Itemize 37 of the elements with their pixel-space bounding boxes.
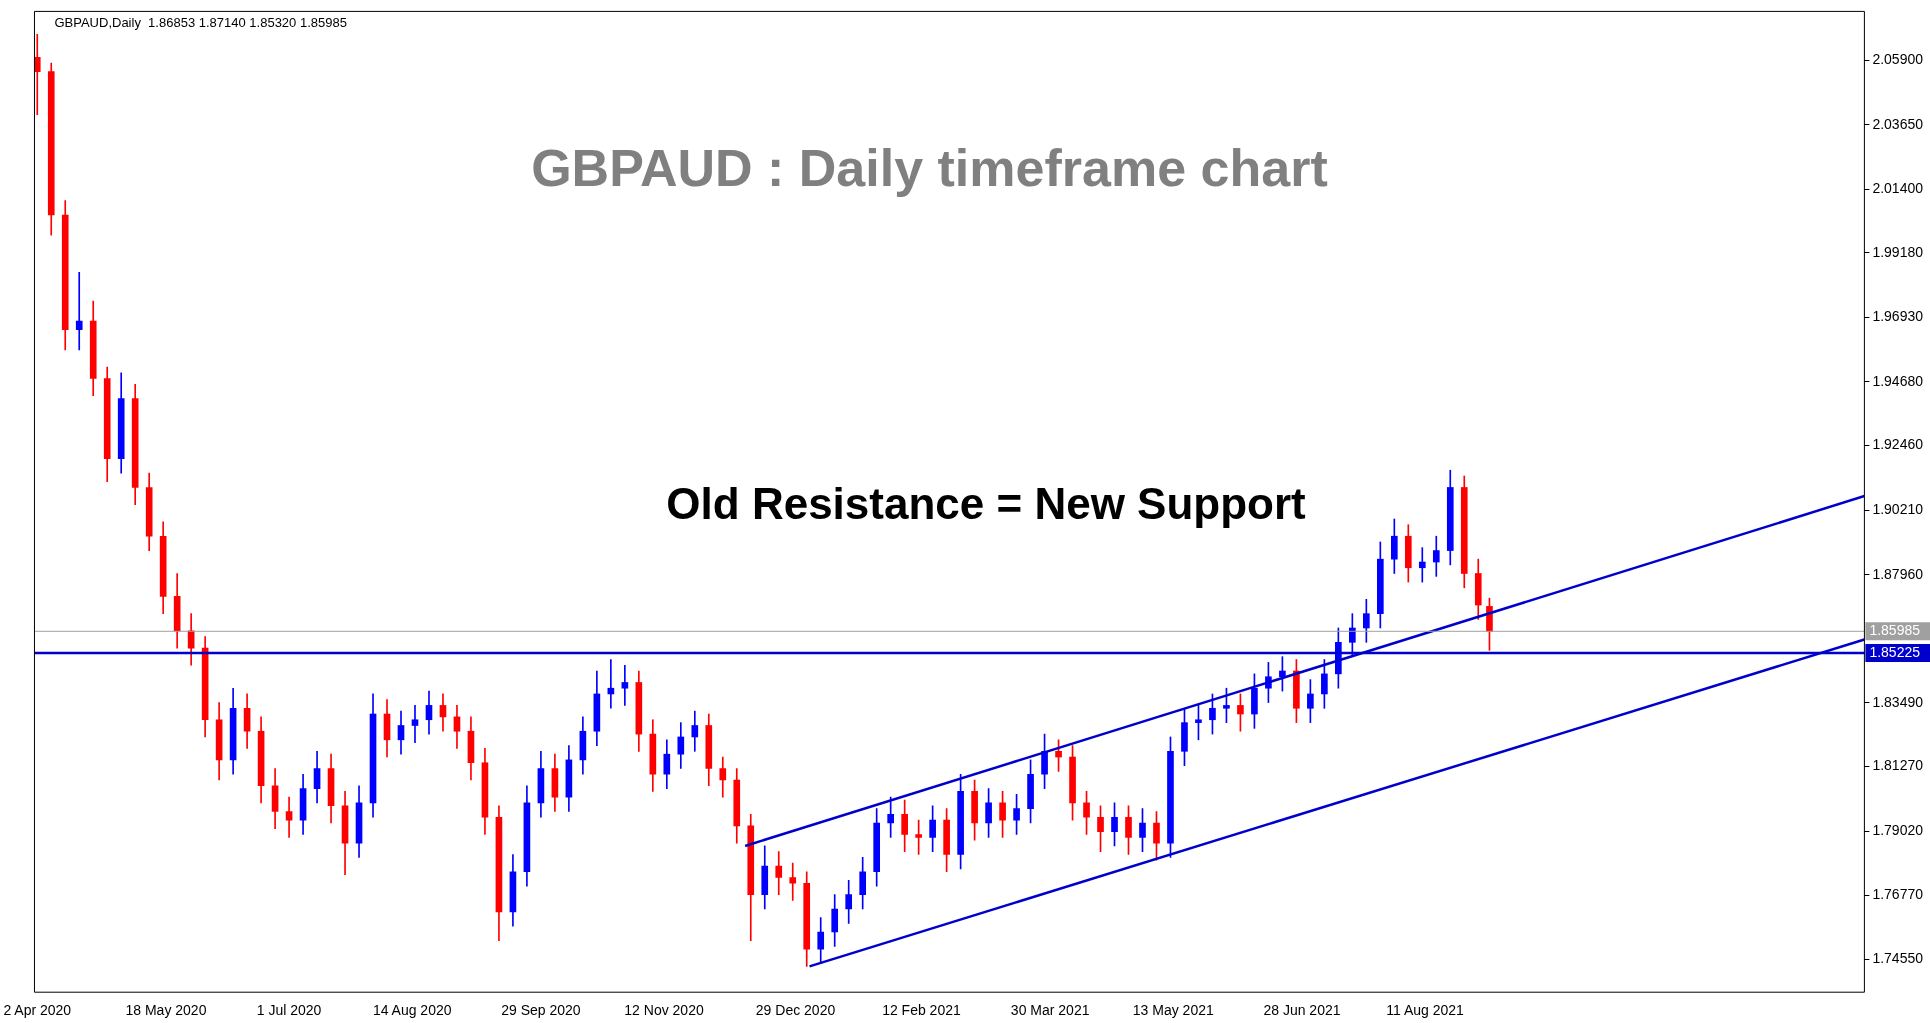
x-tick-label: 12 Nov 2020 — [624, 1002, 704, 1019]
annotation: Old Resistance = New Support — [666, 478, 1307, 528]
y-tick-label: 1.79020 — [1872, 821, 1924, 838]
y-tick-label: 2.03650 — [1872, 115, 1924, 132]
annotation: GBPAUD,Daily 1.86853 1.87140 1.85320 1.85985 — [54, 14, 347, 30]
candlestick — [411, 705, 419, 744]
text: GBPAUD : Daily timeframe chart — [531, 138, 1328, 197]
y-tick-label: 1.76770 — [1872, 886, 1924, 903]
y-tick-label: 1.90210 — [1872, 500, 1924, 517]
x-tick-label: 18 May 2020 — [125, 1002, 207, 1019]
y-tick-label: 1.96930 — [1872, 308, 1924, 325]
y-tick-label: 2.01400 — [1872, 180, 1924, 197]
y-tick-label: 1.92460 — [1872, 436, 1924, 453]
y-tick-label: 1.74550 — [1872, 950, 1924, 967]
x-tick-label: 29 Dec 2020 — [755, 1002, 836, 1019]
candlestick — [34, 34, 41, 115]
candlestick — [1418, 547, 1426, 583]
y-tick-label: 1.81270 — [1872, 757, 1924, 774]
x-tick-label: 29 Sep 2020 — [501, 1002, 581, 1019]
y-tick-label: 1.94680 — [1872, 372, 1924, 389]
y-tick-label: 2.05900 — [1872, 51, 1924, 68]
x-tick-label: 12 Feb 2021 — [882, 1002, 961, 1019]
x-tick-label: 30 Mar 2021 — [1010, 1002, 1090, 1019]
ref-line-label: 1.85225 — [1869, 643, 1921, 660]
y-tick-label: 1.99180 — [1872, 243, 1924, 260]
x-tick-label: 11 Aug 2021 — [1386, 1002, 1465, 1019]
x-tick-label: 13 May 2021 — [1132, 1002, 1214, 1019]
x-tick-label: 1 Jul 2020 — [256, 1002, 322, 1019]
x-tick-label: 28 Jun 2021 — [1263, 1002, 1341, 1019]
y-tick-label: 1.83490 — [1872, 693, 1924, 710]
candlestick — [789, 862, 797, 901]
candlestick — [75, 272, 83, 351]
y-tick-label: 1.87960 — [1872, 565, 1924, 582]
x-tick-label: 14 Aug 2020 — [372, 1002, 452, 1019]
x-tick-label: 2 Apr 2020 — [3, 1002, 72, 1019]
candlestick — [621, 664, 629, 706]
ref-line-label: 1.85985 — [1869, 622, 1921, 639]
